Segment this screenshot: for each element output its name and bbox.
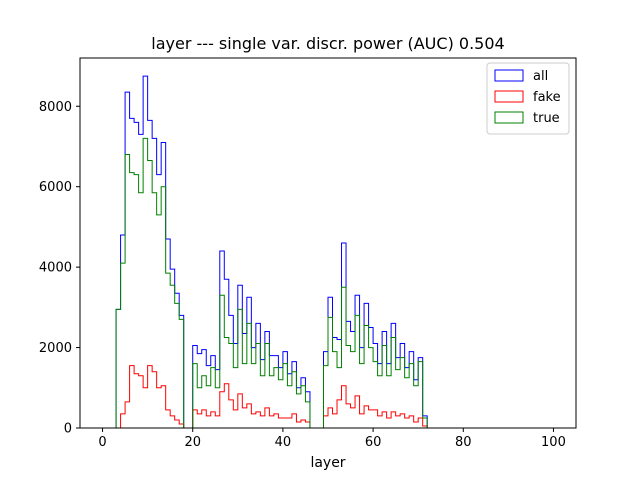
y-tick-label: 4000 (39, 261, 72, 276)
legend-label-fake: fake (533, 90, 561, 105)
y-tick-label: 8000 (39, 100, 72, 115)
legend-swatch-fake (494, 90, 524, 103)
x-axis-ticks: 0 20 40 60 80 100 (98, 428, 566, 450)
legend-label-true: true (533, 111, 560, 126)
plot-frame (79, 57, 577, 429)
x-tick-label: 60 (365, 435, 382, 450)
histogram-series-true (102, 137, 554, 429)
legend: all fake true (486, 62, 570, 135)
legend-swatch-true (494, 111, 524, 124)
histogram-series-all (102, 75, 554, 429)
y-tick-label: 6000 (39, 180, 72, 195)
x-tick-label: 100 (541, 435, 566, 450)
legend-swatch-all (494, 69, 524, 82)
y-tick-label: 2000 (39, 341, 72, 356)
x-tick-label: 40 (275, 435, 292, 450)
y-axis-ticks: 0 2000 4000 6000 8000 (39, 100, 80, 437)
histogram-series-group (102, 75, 554, 429)
x-axis-label: layer (310, 455, 345, 471)
x-tick-label: 80 (455, 435, 472, 450)
histogram-series-fake (102, 365, 554, 429)
y-tick-label: 0 (64, 422, 72, 437)
legend-label-all: all (533, 69, 548, 84)
chart-title: layer --- single var. discr. power (AUC)… (151, 34, 504, 53)
x-tick-label: 20 (184, 435, 201, 450)
x-tick-label: 0 (98, 435, 106, 450)
